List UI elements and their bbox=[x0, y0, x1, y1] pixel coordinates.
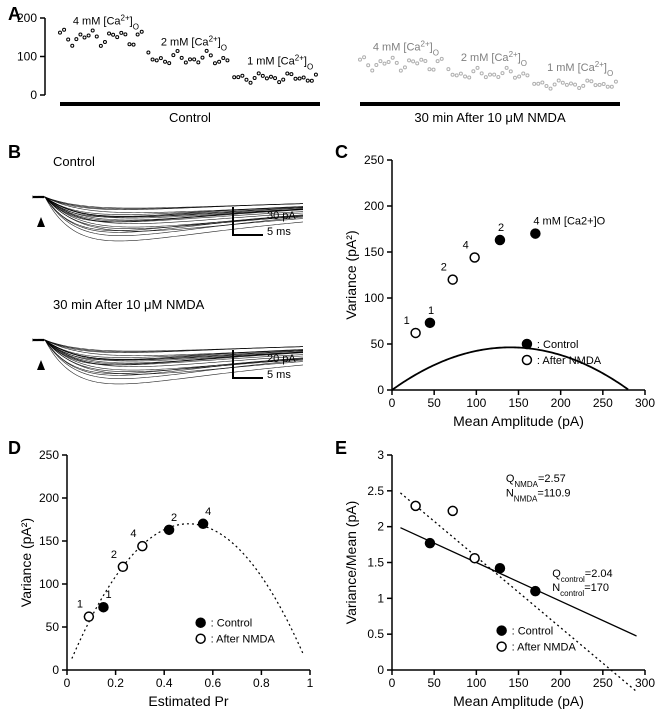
svg-text:0: 0 bbox=[30, 88, 37, 102]
svg-text:30 pA: 30 pA bbox=[267, 210, 296, 222]
svg-text:5 ms: 5 ms bbox=[267, 226, 291, 238]
svg-text:2 mM [Ca2+]O: 2 mM [Ca2+]O bbox=[161, 34, 227, 52]
svg-text:0: 0 bbox=[52, 663, 59, 677]
svg-text:3: 3 bbox=[377, 448, 384, 462]
svg-text:100: 100 bbox=[466, 396, 486, 410]
svg-text:2: 2 bbox=[111, 549, 117, 561]
svg-text:0.2: 0.2 bbox=[107, 676, 124, 690]
svg-text:250: 250 bbox=[593, 676, 613, 690]
panel-b-bot-svg: 30 min After 10 μM NMDA 20 pA 5 ms bbox=[15, 293, 335, 433]
svg-text:Mean Amplitude (pA): Mean Amplitude (pA) bbox=[453, 413, 584, 429]
svg-text:50: 50 bbox=[427, 676, 441, 690]
svg-text:Control: Control bbox=[53, 154, 95, 169]
svg-text:1: 1 bbox=[404, 315, 410, 327]
svg-text:2: 2 bbox=[171, 512, 177, 524]
svg-text:: Control: : Control bbox=[211, 618, 253, 630]
svg-text:4: 4 bbox=[130, 528, 136, 540]
svg-text:250: 250 bbox=[593, 396, 613, 410]
svg-text:0: 0 bbox=[64, 676, 71, 690]
svg-text:0.6: 0.6 bbox=[204, 676, 221, 690]
svg-text:150: 150 bbox=[508, 396, 528, 410]
svg-text:: Control: : Control bbox=[537, 339, 579, 351]
svg-text:0: 0 bbox=[389, 676, 396, 690]
svg-text:2: 2 bbox=[377, 520, 384, 534]
svg-text:0.5: 0.5 bbox=[367, 627, 384, 641]
svg-text:2.5: 2.5 bbox=[367, 484, 384, 498]
svg-text:50: 50 bbox=[46, 620, 60, 634]
svg-text:0: 0 bbox=[389, 396, 396, 410]
svg-text:1: 1 bbox=[307, 676, 314, 690]
svg-text:300: 300 bbox=[635, 396, 655, 410]
svg-text:Ncontrol=170: Ncontrol=170 bbox=[552, 582, 609, 598]
svg-text:2 mM [Ca2+]O: 2 mM [Ca2+]O bbox=[461, 49, 527, 67]
panel-e-svg: 0 50 100 150 200 250 300 0 0.5 1 1.5 2 2.5 3 Mean Ampl… bbox=[340, 445, 660, 720]
svg-text:250: 250 bbox=[364, 153, 384, 167]
svg-text:250: 250 bbox=[39, 448, 59, 462]
svg-text:0: 0 bbox=[377, 663, 384, 677]
svg-text:200: 200 bbox=[39, 491, 59, 505]
panel-d-svg: 0 0.2 0.4 0.6 0.8 1 0 50 100 150 200 250 Estimated P… bbox=[15, 445, 335, 720]
svg-text:200: 200 bbox=[364, 199, 384, 213]
svg-text:1: 1 bbox=[105, 589, 111, 601]
svg-text:: After NMDA: : After NMDA bbox=[512, 642, 577, 654]
svg-text:Estimated Pr: Estimated Pr bbox=[148, 693, 228, 709]
svg-text:Variance/Mean (pA): Variance/Mean (pA) bbox=[343, 501, 359, 624]
svg-text:50: 50 bbox=[371, 337, 385, 351]
svg-text:150: 150 bbox=[364, 245, 384, 259]
svg-text:50: 50 bbox=[427, 396, 441, 410]
svg-text:1.5: 1.5 bbox=[367, 556, 384, 570]
panel-a-svg: 0 100 200 4 mM [Ca2+]O 2 mM [Ca2+]O 1 mM [Ca2… bbox=[0, 0, 665, 138]
svg-text:150: 150 bbox=[39, 534, 59, 548]
svg-text:2: 2 bbox=[441, 262, 447, 274]
svg-text:Qcontrol=2.04: Qcontrol=2.04 bbox=[552, 568, 612, 584]
svg-text:100: 100 bbox=[466, 676, 486, 690]
svg-text:1 mM [Ca2+]O: 1 mM [Ca2+]O bbox=[247, 53, 313, 71]
panel-b-top-svg: Control 30 pA 5 ms bbox=[15, 150, 335, 290]
svg-text:: Control: : Control bbox=[512, 626, 554, 638]
svg-text:Mean Amplitude (pA): Mean Amplitude (pA) bbox=[453, 693, 584, 709]
svg-text:100: 100 bbox=[17, 50, 37, 64]
svg-text:Variance (pA²): Variance (pA²) bbox=[343, 230, 359, 319]
svg-text:5 ms: 5 ms bbox=[267, 369, 291, 381]
svg-text:: After NMDA: : After NMDA bbox=[211, 634, 276, 646]
svg-text:1 mM [Ca2+]O: 1 mM [Ca2+]O bbox=[547, 60, 613, 78]
svg-text:0.8: 0.8 bbox=[253, 676, 270, 690]
svg-text:4 mM [Ca2+]O: 4 mM [Ca2+]O bbox=[73, 13, 139, 31]
svg-text:30 min After 10 μM NMDA: 30 min After 10 μM NMDA bbox=[53, 297, 205, 312]
svg-text:100: 100 bbox=[364, 291, 384, 305]
svg-text:1: 1 bbox=[377, 591, 384, 605]
svg-text:1: 1 bbox=[77, 599, 83, 611]
svg-text:20 pA: 20 pA bbox=[267, 353, 296, 365]
svg-text:2: 2 bbox=[498, 222, 504, 234]
svg-text:4: 4 bbox=[463, 240, 469, 252]
svg-text:1: 1 bbox=[428, 305, 434, 317]
svg-text:200: 200 bbox=[17, 11, 37, 25]
svg-text:NNMDA=110.9: NNMDA=110.9 bbox=[506, 488, 571, 504]
svg-text:200: 200 bbox=[551, 396, 571, 410]
svg-text:4: 4 bbox=[205, 506, 211, 518]
svg-text:Variance (pA²): Variance (pA²) bbox=[18, 518, 34, 607]
svg-text:300: 300 bbox=[635, 676, 655, 690]
svg-text:0.4: 0.4 bbox=[156, 676, 173, 690]
svg-text:QNMDA=2.57: QNMDA=2.57 bbox=[506, 473, 566, 489]
svg-text:4 mM [Ca2+]O: 4 mM [Ca2+]O bbox=[533, 216, 605, 228]
svg-text:4 mM [Ca2+]O: 4 mM [Ca2+]O bbox=[373, 39, 439, 57]
svg-text:0: 0 bbox=[377, 383, 384, 397]
svg-text:Control: Control bbox=[169, 110, 211, 125]
panel-c-svg: 0 50 100 150 200 250 300 0 50 100 150 200 250 Mean Am… bbox=[340, 150, 660, 440]
svg-text:30 min After 10 μM NMDA: 30 min After 10 μM NMDA bbox=[414, 110, 566, 125]
svg-text:100: 100 bbox=[39, 577, 59, 591]
svg-text:: After NMDA: : After NMDA bbox=[537, 355, 602, 367]
svg-text:150: 150 bbox=[508, 676, 528, 690]
svg-text:200: 200 bbox=[551, 676, 571, 690]
